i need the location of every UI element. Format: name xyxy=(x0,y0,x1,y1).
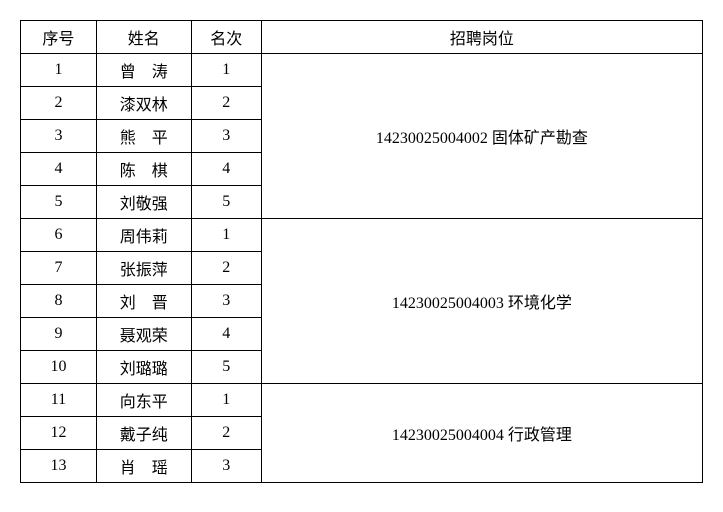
cell-name: 刘 晋 xyxy=(96,285,191,318)
cell-seq: 9 xyxy=(21,318,97,351)
cell-name: 肖 瑶 xyxy=(96,450,191,483)
cell-name: 戴子纯 xyxy=(96,417,191,450)
table-header-row: 序号 姓名 名次 招聘岗位 xyxy=(21,21,703,54)
table-row: 6 周伟莉 1 14230025004003 环境化学 xyxy=(21,219,703,252)
cell-rank: 5 xyxy=(191,351,261,384)
cell-position: 14230025004003 环境化学 xyxy=(261,219,702,384)
cell-rank: 4 xyxy=(191,318,261,351)
cell-rank: 1 xyxy=(191,54,261,87)
header-seq: 序号 xyxy=(21,21,97,54)
cell-seq: 7 xyxy=(21,252,97,285)
cell-seq: 13 xyxy=(21,450,97,483)
cell-seq: 2 xyxy=(21,87,97,120)
cell-seq: 10 xyxy=(21,351,97,384)
cell-name: 熊 平 xyxy=(96,120,191,153)
cell-name: 陈 棋 xyxy=(96,153,191,186)
cell-seq: 3 xyxy=(21,120,97,153)
cell-seq: 6 xyxy=(21,219,97,252)
cell-name: 张振萍 xyxy=(96,252,191,285)
cell-rank: 1 xyxy=(191,219,261,252)
cell-name: 向东平 xyxy=(96,384,191,417)
cell-rank: 2 xyxy=(191,417,261,450)
cell-rank: 3 xyxy=(191,285,261,318)
cell-rank: 3 xyxy=(191,450,261,483)
cell-name: 周伟莉 xyxy=(96,219,191,252)
cell-rank: 5 xyxy=(191,186,261,219)
cell-name: 曾 涛 xyxy=(96,54,191,87)
cell-name: 刘璐璐 xyxy=(96,351,191,384)
cell-seq: 11 xyxy=(21,384,97,417)
cell-rank: 1 xyxy=(191,384,261,417)
cell-seq: 12 xyxy=(21,417,97,450)
cell-name: 刘敬强 xyxy=(96,186,191,219)
recruitment-table: 序号 姓名 名次 招聘岗位 1 曾 涛 1 14230025004002 固体矿… xyxy=(20,20,703,483)
cell-seq: 8 xyxy=(21,285,97,318)
cell-rank: 3 xyxy=(191,120,261,153)
cell-seq: 5 xyxy=(21,186,97,219)
cell-name: 聂观荣 xyxy=(96,318,191,351)
header-rank: 名次 xyxy=(191,21,261,54)
cell-rank: 2 xyxy=(191,252,261,285)
cell-position: 14230025004002 固体矿产勘查 xyxy=(261,54,702,219)
cell-seq: 4 xyxy=(21,153,97,186)
table-row: 11 向东平 1 14230025004004 行政管理 xyxy=(21,384,703,417)
header-position: 招聘岗位 xyxy=(261,21,702,54)
cell-name: 漆双林 xyxy=(96,87,191,120)
header-name: 姓名 xyxy=(96,21,191,54)
cell-rank: 2 xyxy=(191,87,261,120)
table-row: 1 曾 涛 1 14230025004002 固体矿产勘查 xyxy=(21,54,703,87)
cell-position: 14230025004004 行政管理 xyxy=(261,384,702,483)
cell-seq: 1 xyxy=(21,54,97,87)
cell-rank: 4 xyxy=(191,153,261,186)
